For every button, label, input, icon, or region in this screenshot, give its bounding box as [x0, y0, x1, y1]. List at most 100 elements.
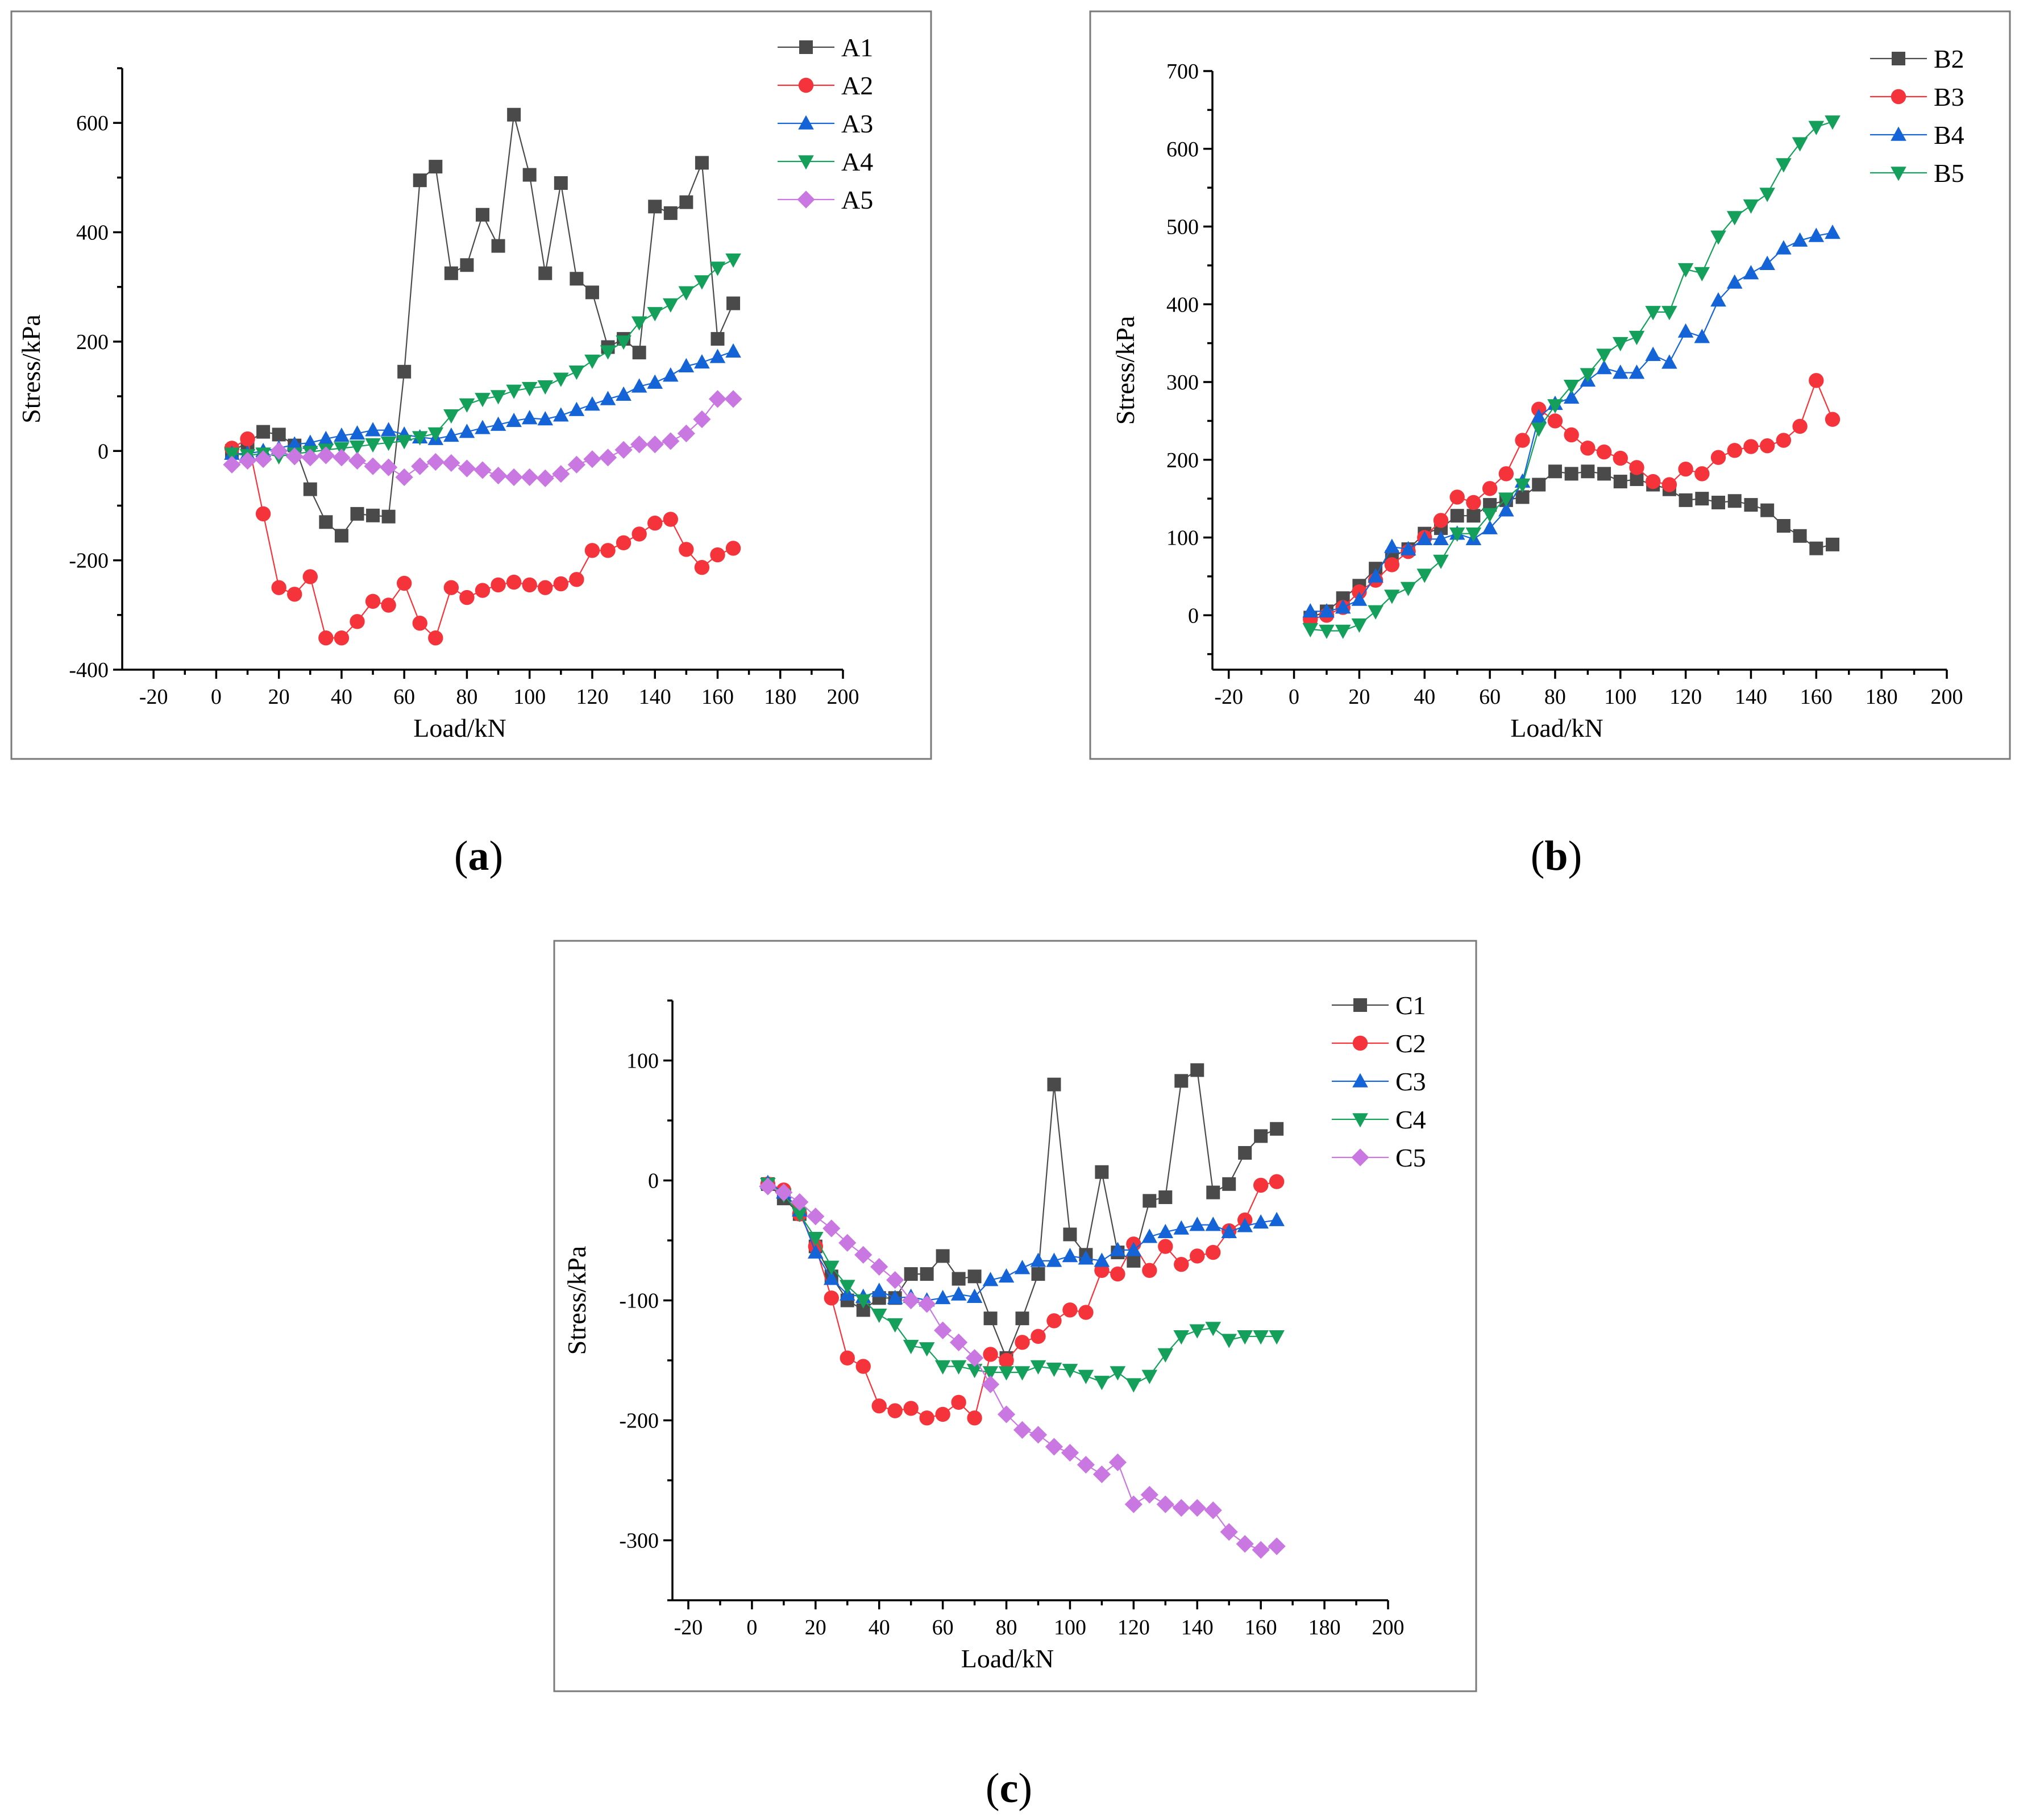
- data-point-A5: [614, 441, 633, 459]
- data-point-A3: [662, 367, 679, 382]
- data-point-C4: [823, 1260, 840, 1275]
- legend: C1 C2 C3 C4 C5: [1332, 991, 1426, 1172]
- data-point-B3: [1825, 412, 1841, 427]
- data-point-A4: [631, 316, 647, 331]
- data-point-A4: [662, 298, 679, 313]
- x-tick-label: 180: [764, 685, 796, 709]
- series-A4: [224, 253, 741, 465]
- data-point-A3: [490, 416, 506, 431]
- data-point-A3: [616, 386, 632, 401]
- data-point-B3: [1809, 373, 1824, 388]
- data-point-B2: [1776, 519, 1790, 533]
- data-point-A4: [380, 437, 397, 451]
- data-point-A4: [521, 381, 538, 397]
- y-tick-label: -100: [619, 1289, 659, 1313]
- legend-label-C4: C4: [1395, 1105, 1426, 1134]
- data-point-A1: [319, 515, 333, 529]
- data-point-A4: [349, 440, 365, 455]
- data-point-B4: [1743, 265, 1759, 280]
- data-point-C3: [950, 1286, 967, 1301]
- data-point-A1: [381, 509, 396, 524]
- data-point-A5: [536, 469, 554, 487]
- data-point-C4: [934, 1360, 951, 1375]
- data-point-C4: [1046, 1362, 1062, 1377]
- data-point-C3: [998, 1268, 1015, 1283]
- x-tick-label: 80: [996, 1616, 1017, 1639]
- data-point-C4: [966, 1364, 983, 1379]
- data-point-A3: [600, 391, 616, 405]
- x-tick-label: 40: [331, 685, 352, 709]
- data-point-B5: [1531, 422, 1547, 437]
- data-point-C1: [1206, 1185, 1220, 1199]
- data-point-C2: [1046, 1313, 1062, 1329]
- data-point-A3: [537, 411, 554, 426]
- data-point-C3: [1269, 1211, 1285, 1226]
- data-point-A2: [569, 572, 584, 587]
- data-point-C5: [807, 1207, 825, 1226]
- legend-marker-A4: [798, 155, 814, 170]
- data-point-B2: [1679, 493, 1693, 507]
- data-point-C2: [967, 1410, 982, 1426]
- legend-marker-C1: [1353, 998, 1367, 1012]
- y-axis-title: Stress/kPa: [16, 314, 45, 424]
- data-point-B2: [1695, 492, 1709, 506]
- legend-marker-C3: [1352, 1073, 1368, 1088]
- data-point-A5: [333, 449, 351, 467]
- x-tick-label: 140: [639, 685, 671, 709]
- x-tick-label: 140: [1181, 1616, 1214, 1639]
- data-point-B3: [1449, 489, 1465, 505]
- data-point-A1: [663, 206, 678, 220]
- y-tick-label: -200: [69, 549, 109, 573]
- data-point-A3: [318, 430, 334, 445]
- series-B2: [1303, 464, 1840, 625]
- legend-marker-B4: [1891, 126, 1906, 141]
- legend-marker-C5: [1351, 1148, 1369, 1167]
- data-point-C1: [936, 1249, 950, 1263]
- series-C2: [760, 1174, 1285, 1426]
- data-point-C5: [934, 1321, 952, 1339]
- data-point-B5: [1726, 211, 1743, 226]
- data-point-C5: [870, 1257, 888, 1276]
- data-point-B3: [1384, 557, 1400, 572]
- caption-a: (a): [454, 833, 503, 879]
- data-point-A2: [600, 543, 616, 558]
- series-B5: [1302, 115, 1841, 640]
- data-point-B4: [1792, 232, 1808, 247]
- data-point-C5: [1108, 1453, 1127, 1471]
- legend-label-B4: B4: [1934, 121, 1964, 150]
- data-point-C1: [1238, 1145, 1252, 1160]
- y-tick-label: 400: [1166, 293, 1199, 317]
- data-point-A2: [334, 630, 350, 646]
- data-point-A4: [647, 307, 663, 322]
- x-tick-label: 100: [513, 685, 546, 709]
- legend: B2 B3 B4 B5: [1870, 44, 1964, 188]
- data-point-A3: [459, 424, 475, 438]
- data-point-C5: [902, 1291, 920, 1310]
- data-point-C1: [1095, 1165, 1109, 1179]
- data-point-B5: [1825, 115, 1841, 130]
- data-point-A4: [412, 431, 428, 446]
- x-tick-label: 140: [1735, 685, 1767, 709]
- legend-label-C3: C3: [1395, 1067, 1426, 1096]
- data-point-A1: [429, 160, 443, 174]
- data-point-B3: [1694, 466, 1710, 482]
- data-point-C5: [1252, 1541, 1270, 1559]
- data-point-C2: [935, 1406, 950, 1422]
- data-point-A3: [631, 378, 647, 393]
- data-point-C5: [1124, 1495, 1143, 1513]
- x-axis-title: Load/kN: [413, 713, 506, 742]
- data-point-C4: [1253, 1330, 1269, 1345]
- data-point-B3: [1613, 450, 1628, 466]
- data-point-C1: [1222, 1177, 1236, 1191]
- data-point-C3: [1030, 1252, 1046, 1267]
- data-point-B4: [1498, 502, 1514, 517]
- data-point-A3: [694, 354, 710, 369]
- data-point-A1: [413, 173, 427, 188]
- data-point-C1: [1254, 1129, 1268, 1143]
- data-point-A1: [585, 285, 599, 300]
- data-point-A3: [475, 420, 491, 434]
- data-point-A4: [584, 354, 600, 369]
- data-point-B5: [1808, 121, 1825, 135]
- data-point-A2: [459, 590, 475, 605]
- data-point-C4: [1062, 1364, 1078, 1379]
